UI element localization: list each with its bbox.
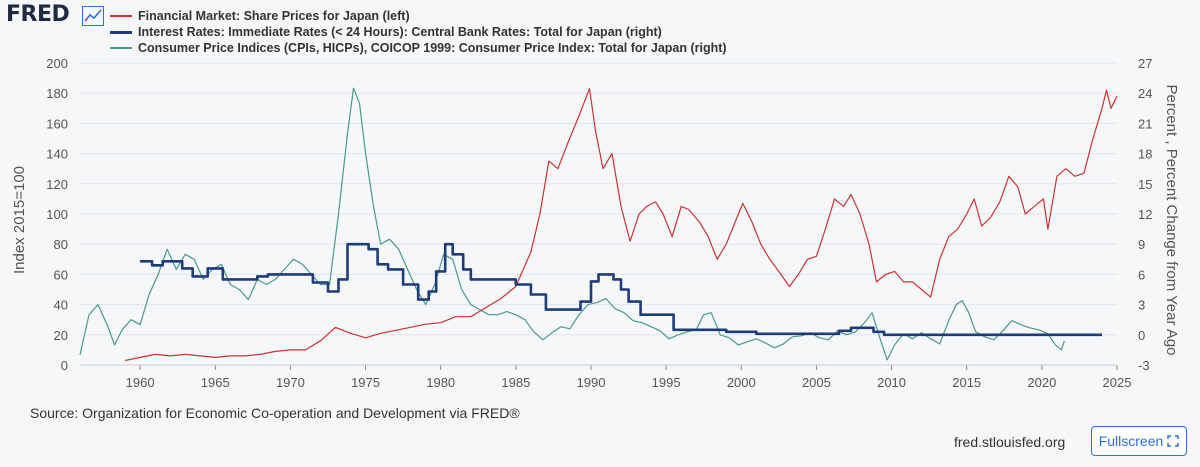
legend-item-cpi[interactable]: Consumer Price Indices (CPIs, HICPs), CO… — [110, 40, 727, 56]
right-axis-title: Percent , Percent Change from Year Ago — [1163, 84, 1180, 355]
fullscreen-label: Fullscreen — [1098, 433, 1164, 449]
fullscreen-button[interactable]: Fullscreen — [1091, 426, 1187, 456]
left-tick-label: 40 — [54, 298, 68, 313]
right-tick-label: 9 — [1138, 237, 1145, 252]
right-tick-label: 24 — [1138, 86, 1152, 101]
x-tick-label: 2010 — [877, 375, 906, 390]
x-tick-label: 2015 — [952, 375, 981, 390]
left-tick-label: 20 — [54, 328, 68, 343]
chart-header: FRED Financial Market: Share Prices for … — [0, 0, 1200, 56]
series-line-share-prices — [124, 88, 1118, 362]
left-axis-title: Index 2015=100 — [11, 166, 28, 274]
x-tick-label: 1990 — [577, 375, 606, 390]
legend-swatch-cpi — [110, 47, 132, 49]
legend-swatch-interest-rates — [110, 30, 132, 34]
grid-layer — [80, 62, 1117, 366]
x-tick-label: 2005 — [802, 375, 831, 390]
x-tick-label: 2000 — [727, 375, 756, 390]
right-tick-label: 12 — [1138, 207, 1152, 222]
left-tick-label: 180 — [46, 86, 68, 101]
right-tick-label: 6 — [1138, 267, 1145, 282]
legend-item-share-prices[interactable]: Financial Market: Share Prices for Japan… — [110, 8, 727, 24]
left-tick-label: 120 — [46, 177, 68, 192]
right-tick-label: 15 — [1138, 177, 1152, 192]
right-tick-label: 21 — [1138, 116, 1152, 131]
left-tick-label: 80 — [54, 237, 68, 252]
right-tick-label: 27 — [1138, 56, 1152, 71]
right-tick-label: 0 — [1138, 328, 1145, 343]
left-tick-label: 60 — [54, 267, 68, 282]
legend-label: Financial Market: Share Prices for Japan… — [138, 9, 410, 23]
x-tick-label: 1960 — [126, 375, 155, 390]
left-tick-label: 160 — [46, 116, 68, 131]
fred-site-link[interactable]: fred.stlouisfed.org — [954, 434, 1066, 450]
legend-item-interest-rates[interactable]: Interest Rates: Immediate Rates (< 24 Ho… — [110, 24, 727, 40]
right-tick-label: 18 — [1138, 147, 1152, 162]
x-tick-label: 2020 — [1027, 375, 1056, 390]
x-tick-label: 1965 — [201, 375, 230, 390]
x-tick-label: 1980 — [426, 375, 455, 390]
left-tick-label: 200 — [46, 56, 68, 71]
x-tick-label: 1985 — [501, 375, 530, 390]
source-note: Source: Organization for Economic Co-ope… — [30, 405, 520, 421]
series-line-cpi — [79, 87, 1065, 361]
left-tick-label: 0 — [61, 358, 68, 373]
x-tick-label: 1995 — [652, 375, 681, 390]
chart-legend: Financial Market: Share Prices for Japan… — [110, 8, 727, 56]
line-chart: 0 20 40 60 80 100 120 140 160 180 200 -3 0 3 6 9 12 15 18 2… — [11, 56, 1180, 390]
x-tick-label: 1975 — [351, 375, 380, 390]
axis-layer: 0 20 40 60 80 100 120 140 160 180 200 -3 0 3 6 9 12 15 18 2… — [46, 56, 1152, 390]
series-layer — [79, 87, 1118, 362]
left-tick-label: 140 — [46, 147, 68, 162]
x-tick-label: 1970 — [276, 375, 305, 390]
line-chart-icon[interactable] — [82, 6, 104, 26]
legend-swatch-share-prices — [110, 15, 132, 17]
right-tick-label: -3 — [1138, 358, 1150, 373]
legend-label: Consumer Price Indices (CPIs, HICPs), CO… — [138, 41, 727, 55]
right-tick-label: 3 — [1138, 298, 1145, 313]
legend-label: Interest Rates: Immediate Rates (< 24 Ho… — [138, 25, 662, 39]
fred-logo[interactable]: FRED — [6, 2, 70, 27]
left-tick-label: 100 — [46, 207, 68, 222]
x-tick-label: 2025 — [1103, 375, 1132, 390]
series-line-interest-rates — [140, 242, 1102, 337]
expand-icon — [1167, 435, 1180, 447]
